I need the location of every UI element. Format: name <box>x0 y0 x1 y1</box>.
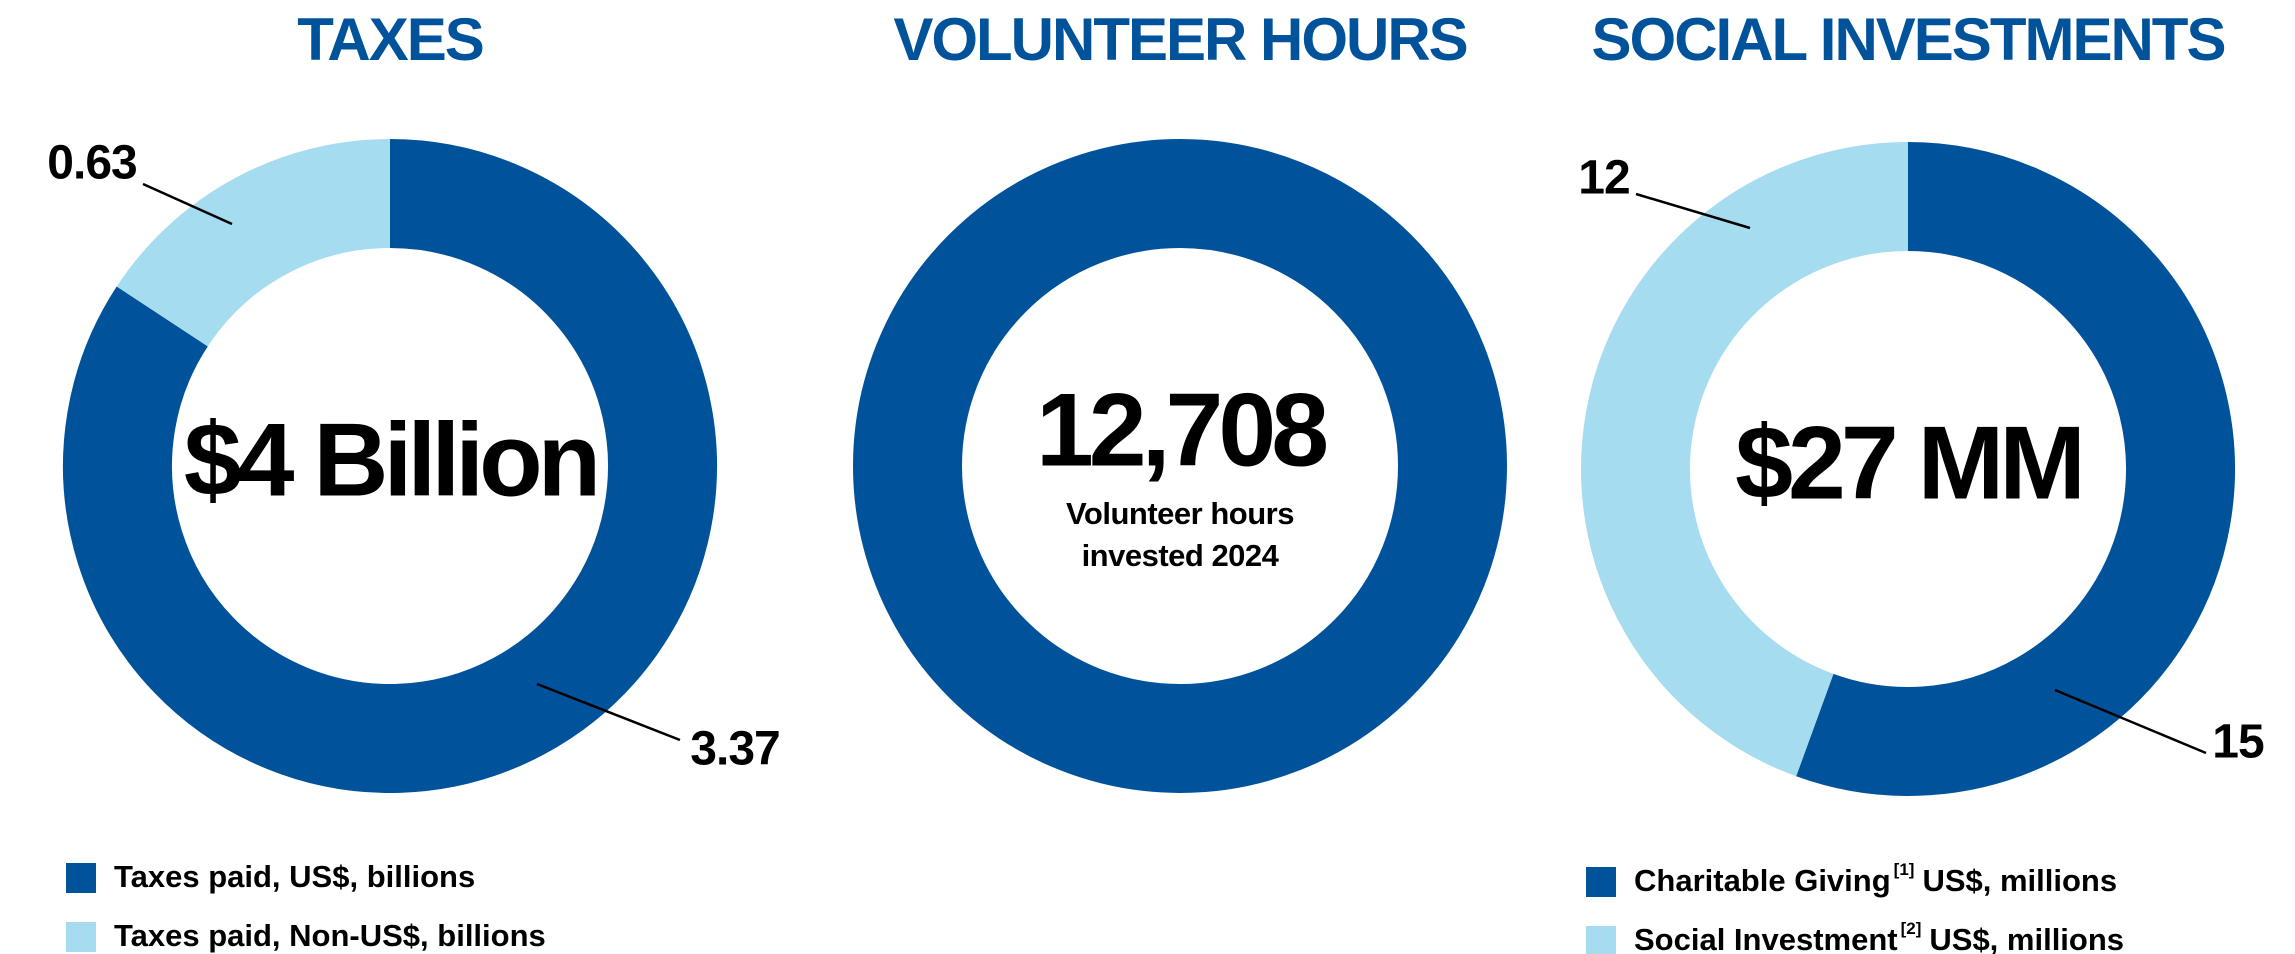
value-label: 15 <box>2212 716 2264 769</box>
leader-line <box>1635 192 1751 230</box>
legend-swatch <box>1586 867 1616 897</box>
legend-swatch <box>66 922 96 952</box>
legend-name: Social Investment <box>1634 922 1898 954</box>
donut-segment <box>1796 142 2235 796</box>
donut-ring <box>853 139 1507 793</box>
legend-label: Social Investment [2] US$, millions <box>1634 919 2124 954</box>
chart-title: VOLUNTEER HOURS <box>893 6 1466 73</box>
value-label: 12 <box>1578 152 1629 205</box>
legend-label: Taxes paid, Non-US$, billions <box>114 918 546 953</box>
legend-name: Charitable Giving <box>1634 863 1891 898</box>
legend-suffix: US$, millions <box>1929 922 2124 954</box>
legend-name: Taxes paid, Non-US$, billions <box>114 918 546 953</box>
legend-footnote: [1] <box>1894 860 1915 879</box>
center-caption: Volunteer hours <box>1066 496 1294 531</box>
center-value: 12,708 <box>1036 372 1326 488</box>
value-label: 0.63 <box>47 137 136 190</box>
leader-line <box>142 182 233 226</box>
donut-segment <box>63 139 717 793</box>
center-caption: invested 2024 <box>1082 538 1280 573</box>
leader-line <box>2054 688 2207 755</box>
legend-footnote: [2] <box>1901 919 1922 938</box>
legend-name: Taxes paid, US$, billions <box>114 859 475 894</box>
legend-label: Charitable Giving [1] US$, millions <box>1634 860 2117 898</box>
legend-suffix: US$, millions <box>1922 863 2117 898</box>
legend-swatch <box>1586 926 1616 954</box>
donut-segment <box>116 139 392 348</box>
value-label: 3.37 <box>690 723 779 776</box>
leader-line <box>536 682 681 742</box>
legend-label: Taxes paid, US$, billions <box>114 859 475 894</box>
center-label: $4 Billion <box>184 402 596 518</box>
chart-title: TAXES <box>297 6 483 73</box>
chart-title: SOCIAL INVESTMENTS <box>1592 6 2225 73</box>
donut-segment <box>1581 142 1909 777</box>
legend-swatch <box>66 863 96 893</box>
center-label: $27 MM <box>1735 405 2081 521</box>
